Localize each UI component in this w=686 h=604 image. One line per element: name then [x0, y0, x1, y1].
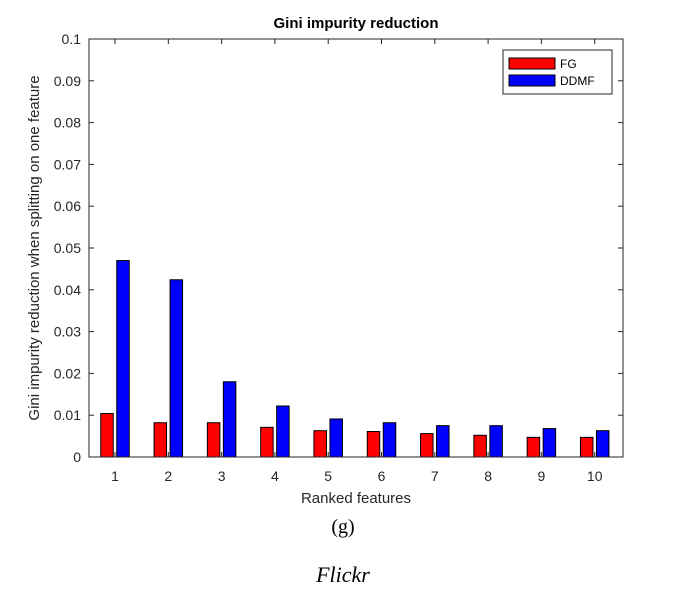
x-tick-label: 4	[271, 468, 279, 484]
bar-ddmf	[595, 430, 610, 458]
x-tick-label: 5	[324, 468, 332, 484]
y-axis-label: Gini impurity reduction when splitting o…	[26, 75, 43, 420]
bar-fg	[153, 422, 168, 458]
panel-label: (g)	[331, 516, 355, 538]
x-tick-label: 9	[538, 468, 546, 484]
x-tick-label: 2	[164, 468, 172, 484]
bar-ddmf	[276, 405, 290, 458]
y-tick-label: 0.02	[54, 365, 81, 381]
legend-label-ddmf: DDMF	[560, 74, 595, 88]
bar-ddmf	[329, 418, 343, 458]
y-tick-label: 0.08	[54, 115, 81, 131]
x-axis: 1 2 3 4 5 6 7 8 9 10	[111, 39, 603, 484]
bar-fg	[473, 434, 487, 458]
y-tick-label: 0	[73, 449, 81, 465]
y-tick-label: 0.04	[54, 282, 81, 298]
x-tick-label: 3	[218, 468, 226, 484]
bar-fg	[260, 426, 274, 458]
bar-fg	[420, 433, 434, 458]
x-tick-label: 7	[431, 468, 439, 484]
bar-fg	[579, 436, 594, 458]
y-tick-label: 0.01	[54, 407, 81, 423]
bars-group	[100, 260, 610, 458]
y-tick-label: 0.1	[62, 31, 82, 47]
x-tick-label: 1	[111, 468, 119, 484]
legend-box	[502, 49, 613, 95]
y-tick-label: 0.03	[54, 324, 81, 340]
dataset-label: Flickr	[316, 562, 370, 587]
bar-ddmf	[489, 425, 503, 458]
bar-ddmf	[169, 279, 184, 458]
bar-fg	[366, 431, 381, 458]
x-tick-label: 8	[484, 468, 492, 484]
x-tick-label: 6	[378, 468, 386, 484]
bar-fg	[526, 436, 541, 458]
y-tick-label: 0.07	[54, 156, 81, 172]
bar-fg	[100, 413, 114, 458]
legend-label-fg: FG	[560, 57, 577, 71]
x-tick-label: 10	[587, 468, 603, 484]
y-tick-label: 0.05	[54, 240, 81, 256]
bar-ddmf	[436, 425, 450, 458]
legend: FG DDMF	[502, 49, 613, 95]
y-tick-label: 0.09	[54, 73, 81, 89]
plot-area	[89, 39, 623, 457]
bar-ddmf	[542, 428, 557, 458]
legend-swatch-ddmf	[508, 74, 556, 87]
bar-ddmf	[222, 381, 237, 458]
x-axis-label: Ranked features	[301, 490, 411, 507]
y-axis: 0 0.01 0.02 0.03 0.04 0.05 0.06 0.07 0.08 0.09 0.1	[54, 31, 623, 465]
bar-fg	[206, 422, 221, 458]
bar-fg	[313, 430, 327, 458]
bar-ddmf	[382, 422, 397, 458]
bar-ddmf	[116, 260, 130, 458]
y-tick-label: 0.06	[54, 198, 81, 214]
chart-title: Gini impurity reduction	[273, 15, 438, 32]
legend-swatch-fg	[508, 57, 556, 70]
